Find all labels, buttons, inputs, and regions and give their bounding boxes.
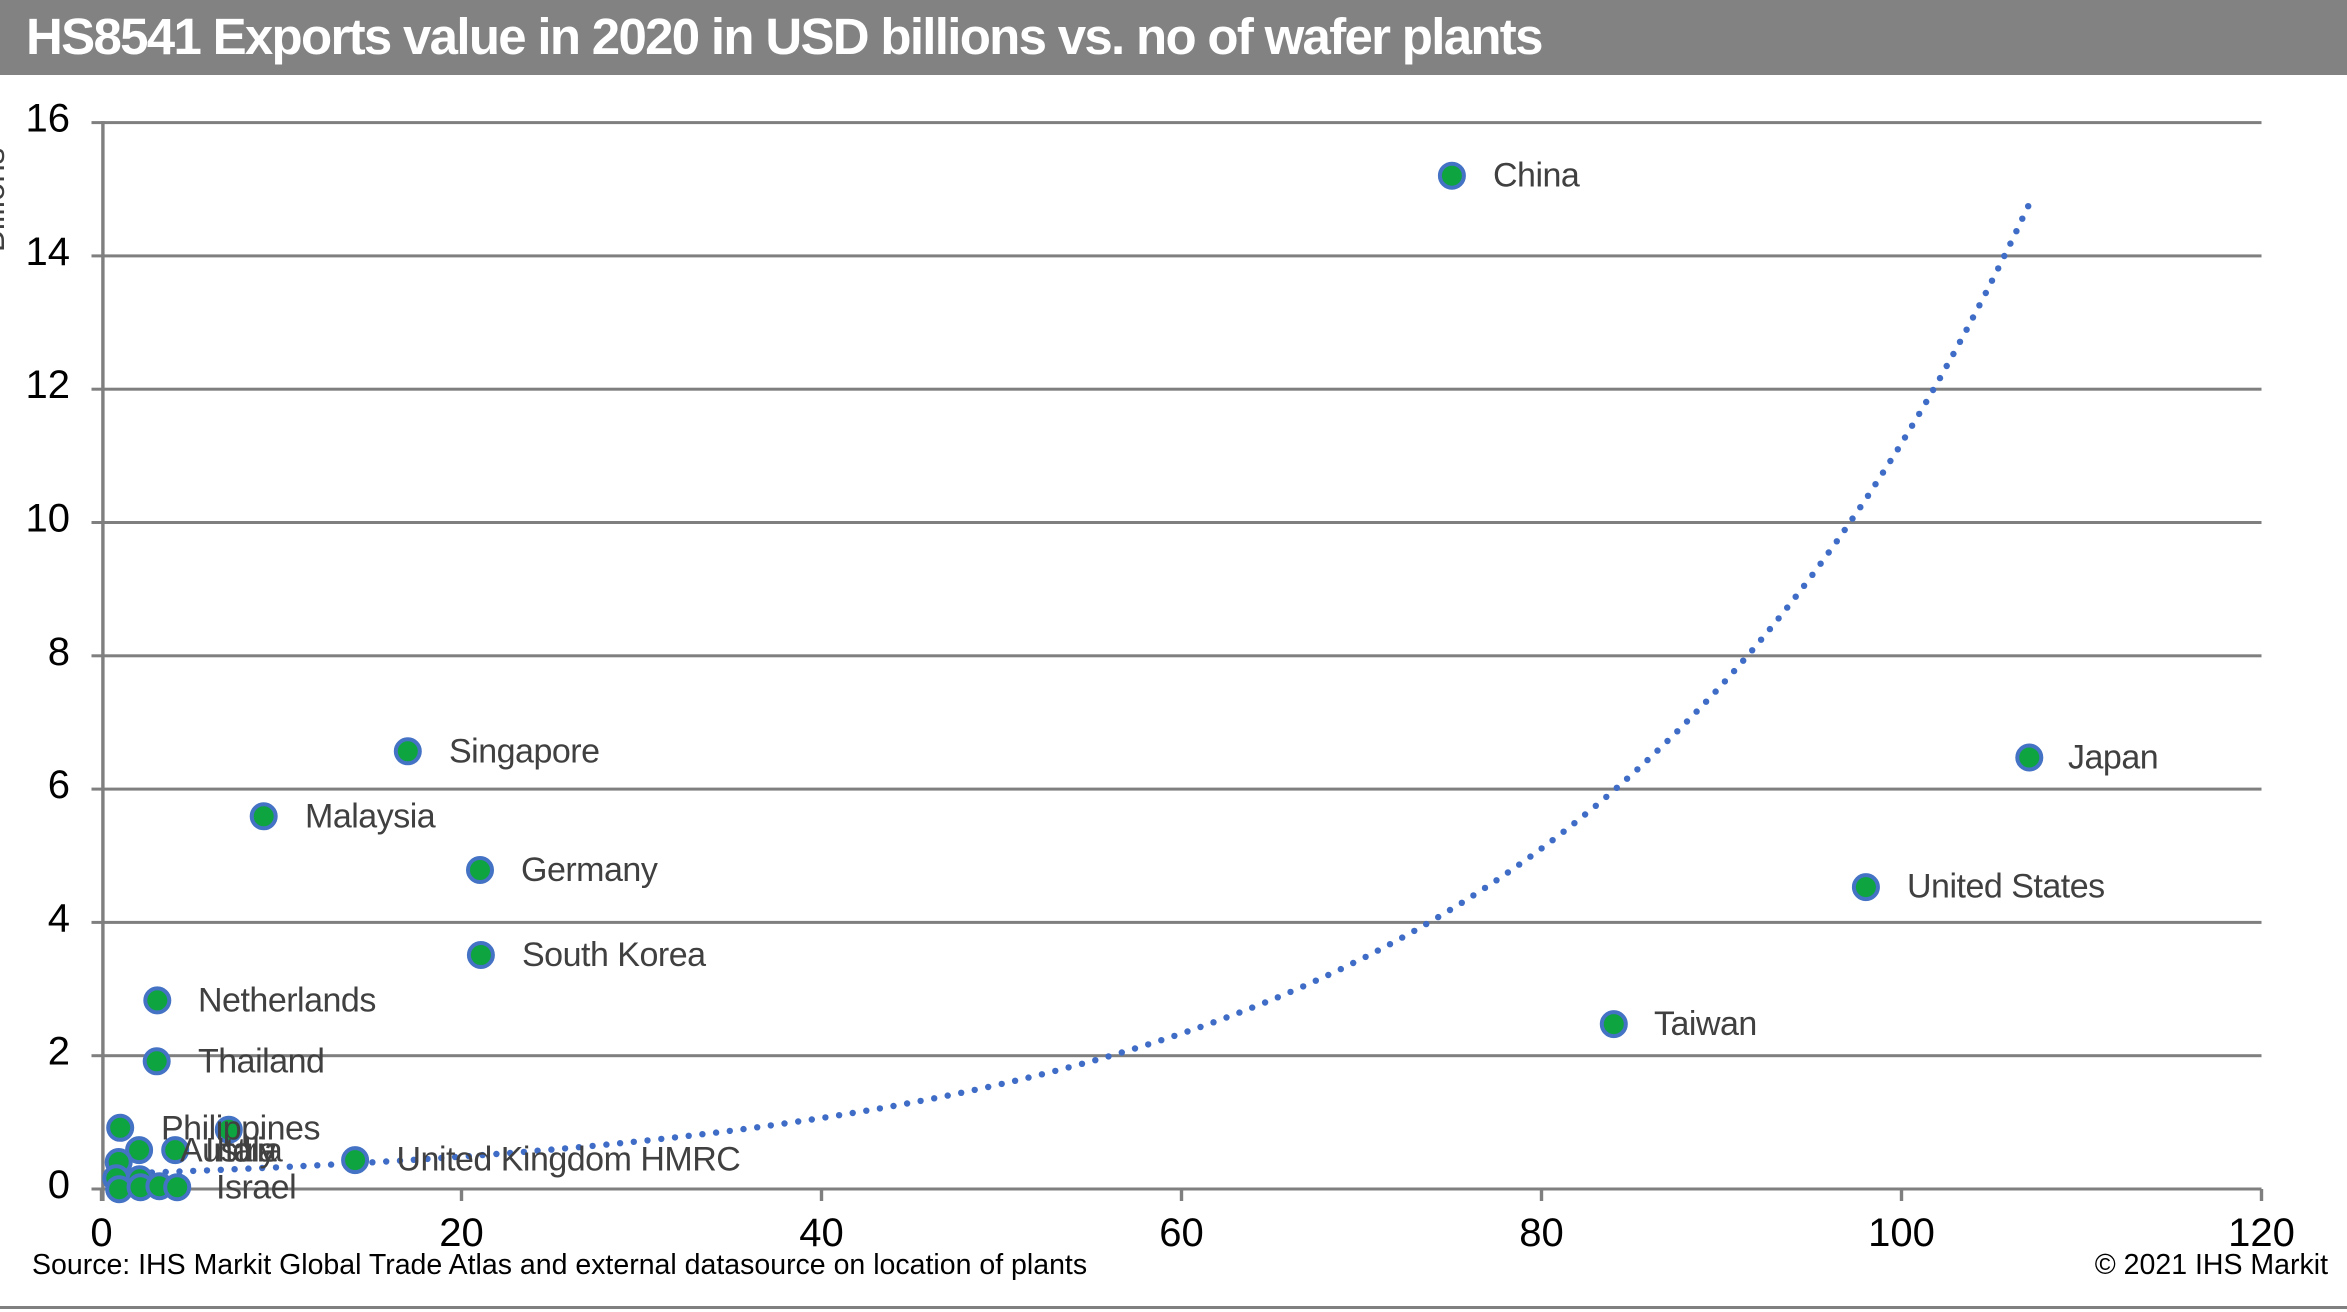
svg-text:120: 120: [2228, 1211, 2295, 1255]
svg-text:2: 2: [48, 1030, 70, 1074]
svg-text:8: 8: [48, 630, 70, 674]
svg-text:0: 0: [48, 1163, 70, 1207]
svg-text:20: 20: [439, 1211, 484, 1255]
svg-text:0: 0: [90, 1211, 112, 1255]
svg-text:China: China: [1493, 157, 1580, 195]
svg-text:South Korea: South Korea: [522, 936, 706, 974]
svg-text:Taiwan: Taiwan: [1654, 1005, 1757, 1043]
svg-text:Italy: Italy: [216, 1132, 276, 1170]
svg-text:Netherlands: Netherlands: [198, 981, 376, 1019]
svg-text:United Kingdom HMRC: United Kingdom HMRC: [397, 1141, 741, 1179]
svg-text:6: 6: [48, 763, 70, 807]
svg-text:40: 40: [799, 1211, 844, 1255]
svg-text:10: 10: [26, 497, 71, 541]
svg-text:Austria: Austria: [180, 1132, 283, 1170]
svg-text:60: 60: [1159, 1211, 1204, 1255]
svg-text:80: 80: [1519, 1211, 1564, 1255]
svg-text:Japan: Japan: [2068, 739, 2158, 777]
svg-text:4: 4: [48, 896, 70, 940]
svg-text:Israel: Israel: [216, 1168, 296, 1206]
svg-text:14: 14: [26, 230, 71, 274]
svg-text:Malaysia: Malaysia: [305, 797, 436, 835]
svg-text:100: 100: [1868, 1211, 1935, 1255]
svg-text:16: 16: [26, 97, 71, 141]
svg-text:12: 12: [26, 363, 71, 407]
svg-text:India: India: [205, 1132, 277, 1170]
svg-text:Germany: Germany: [521, 851, 658, 889]
svg-text:United States: United States: [1907, 868, 2105, 906]
svg-text:Singapore: Singapore: [449, 732, 600, 770]
svg-text:Philippines: Philippines: [161, 1110, 320, 1148]
svg-text:Thailand: Thailand: [198, 1042, 324, 1080]
